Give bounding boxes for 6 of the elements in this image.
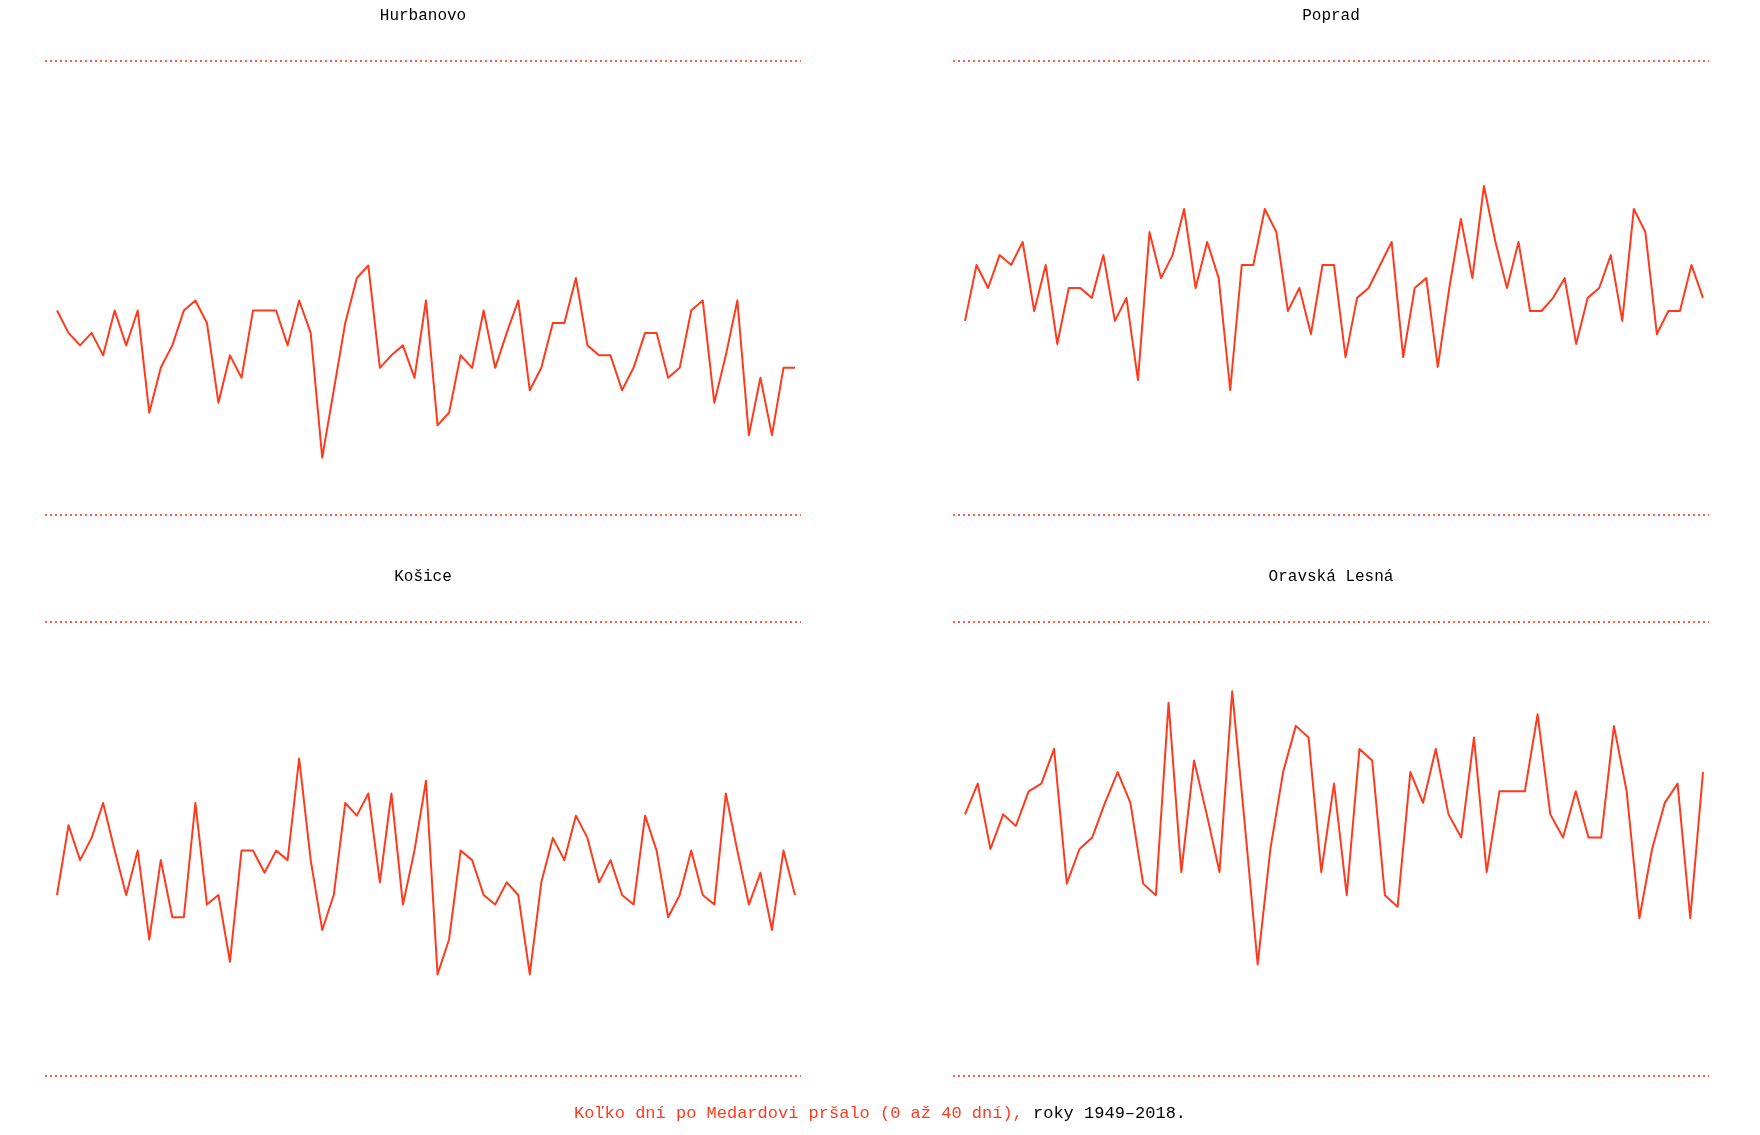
text: roky 1949–2018. bbox=[1022, 1104, 1187, 1123]
chart-title: Hurbanovo bbox=[379, 7, 467, 25]
text: Koľko dní po Medardovi pršalo (0 až 40 dní), bbox=[573, 1104, 1023, 1123]
chart-title: Oravská Lesná bbox=[1268, 568, 1394, 586]
chart-title: Košice bbox=[394, 568, 452, 586]
chart-title: Poprad bbox=[1302, 7, 1360, 25]
